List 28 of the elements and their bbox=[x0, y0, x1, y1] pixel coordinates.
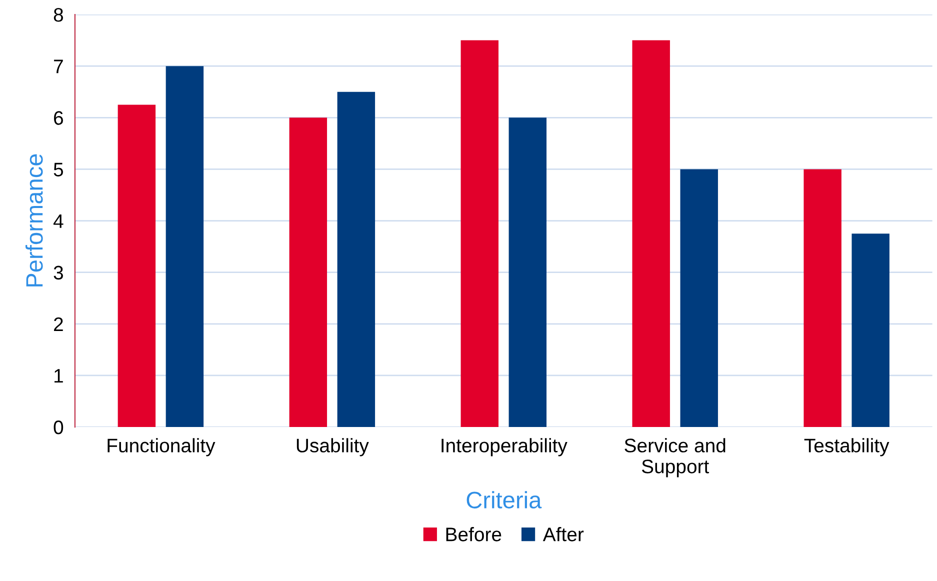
bar bbox=[337, 92, 376, 428]
y-tick-label: 5 bbox=[54, 162, 64, 176]
y-tick-label: 1 bbox=[54, 369, 63, 383]
bar bbox=[804, 169, 842, 428]
bar bbox=[852, 234, 890, 428]
x-tick-label: Interoperability bbox=[442, 438, 568, 456]
legend-label: Before bbox=[446, 527, 502, 542]
x-tick-label: Service and Support bbox=[624, 438, 726, 478]
bar bbox=[166, 66, 204, 428]
x-axis-title: Criteria bbox=[466, 491, 542, 508]
y-tick-label: 8 bbox=[54, 8, 64, 22]
y-tick-label: 2 bbox=[54, 317, 63, 331]
bar bbox=[289, 118, 328, 428]
y-tick-label: 6 bbox=[54, 111, 63, 125]
y-tick-label: 3 bbox=[54, 266, 63, 280]
x-tick-label: Usability bbox=[296, 438, 369, 456]
legend-label: After bbox=[542, 527, 584, 542]
bar bbox=[508, 118, 547, 428]
bar bbox=[680, 169, 718, 428]
y-axis-title: Performance bbox=[25, 154, 43, 286]
bar bbox=[460, 40, 498, 428]
x-tick-label: Testability bbox=[804, 438, 890, 456]
bar bbox=[632, 40, 670, 428]
y-tick-label: 0 bbox=[54, 420, 64, 434]
x-tick-label: Functionality bbox=[108, 438, 216, 456]
bar bbox=[118, 104, 156, 428]
y-tick-label: 4 bbox=[53, 214, 64, 228]
y-tick-label: 7 bbox=[54, 60, 63, 74]
